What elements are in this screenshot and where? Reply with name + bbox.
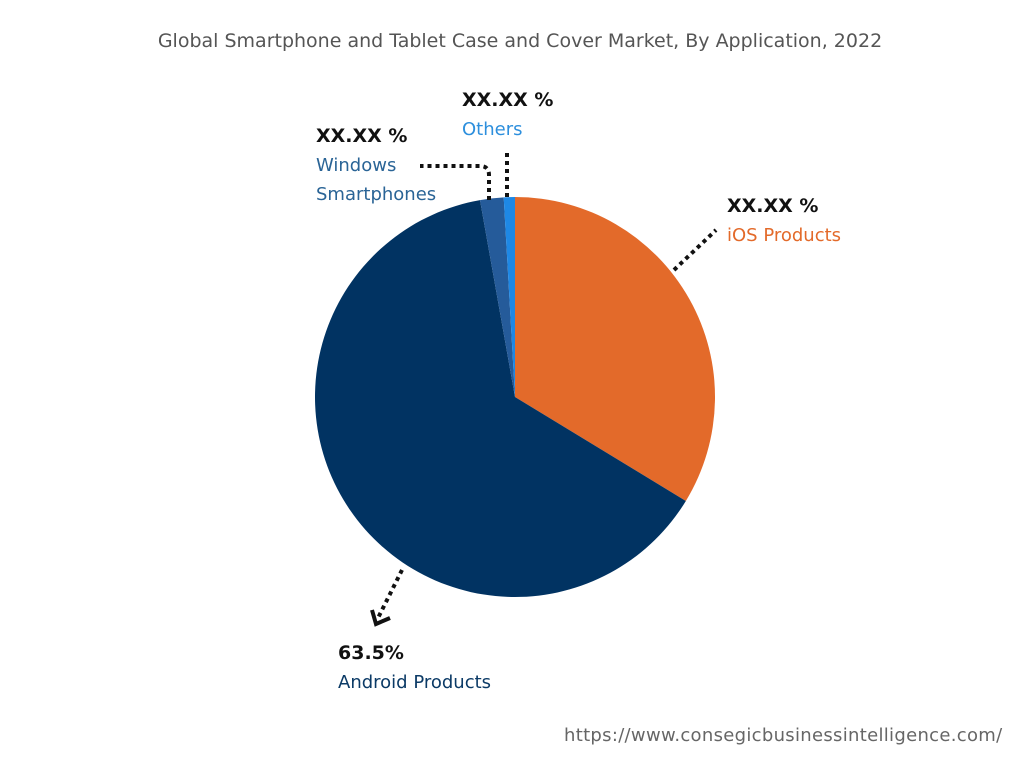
data-label-ios: XX.XX % <box>727 195 819 217</box>
data-label-android: 63.5% <box>338 642 404 664</box>
leader-line-android <box>375 569 404 621</box>
label-ios: XX.XX % iOS Products <box>727 192 841 250</box>
legend-label-android: Android Products <box>338 672 492 693</box>
leader-line-windows <box>420 164 491 200</box>
data-label-windows: XX.XX % <box>316 125 408 147</box>
label-windows: XX.XX % Windows Smartphones <box>316 122 456 209</box>
legend-label-ios: iOS Products <box>727 225 842 246</box>
pie-slice-ios-products <box>515 197 715 501</box>
pie-slice-others <box>503 197 515 397</box>
source-url[interactable]: https://www.consegicbusinessintelligence… <box>564 725 1003 746</box>
pie-slice-android-products <box>314 200 686 597</box>
data-label-others: XX.XX % <box>462 89 554 111</box>
pie-slice-windows-smartphones <box>479 197 515 397</box>
arrowhead-android <box>370 609 391 627</box>
legend-label-windows: Windows Smartphones <box>316 155 437 205</box>
leader-line-ios <box>672 228 718 272</box>
chart-title: Global Smartphone and Tablet Case and Co… <box>157 30 883 52</box>
legend-label-others: Others <box>462 119 523 140</box>
label-others: XX.XX % Others <box>462 86 553 144</box>
label-android: 63.5% Android Products <box>338 639 491 697</box>
